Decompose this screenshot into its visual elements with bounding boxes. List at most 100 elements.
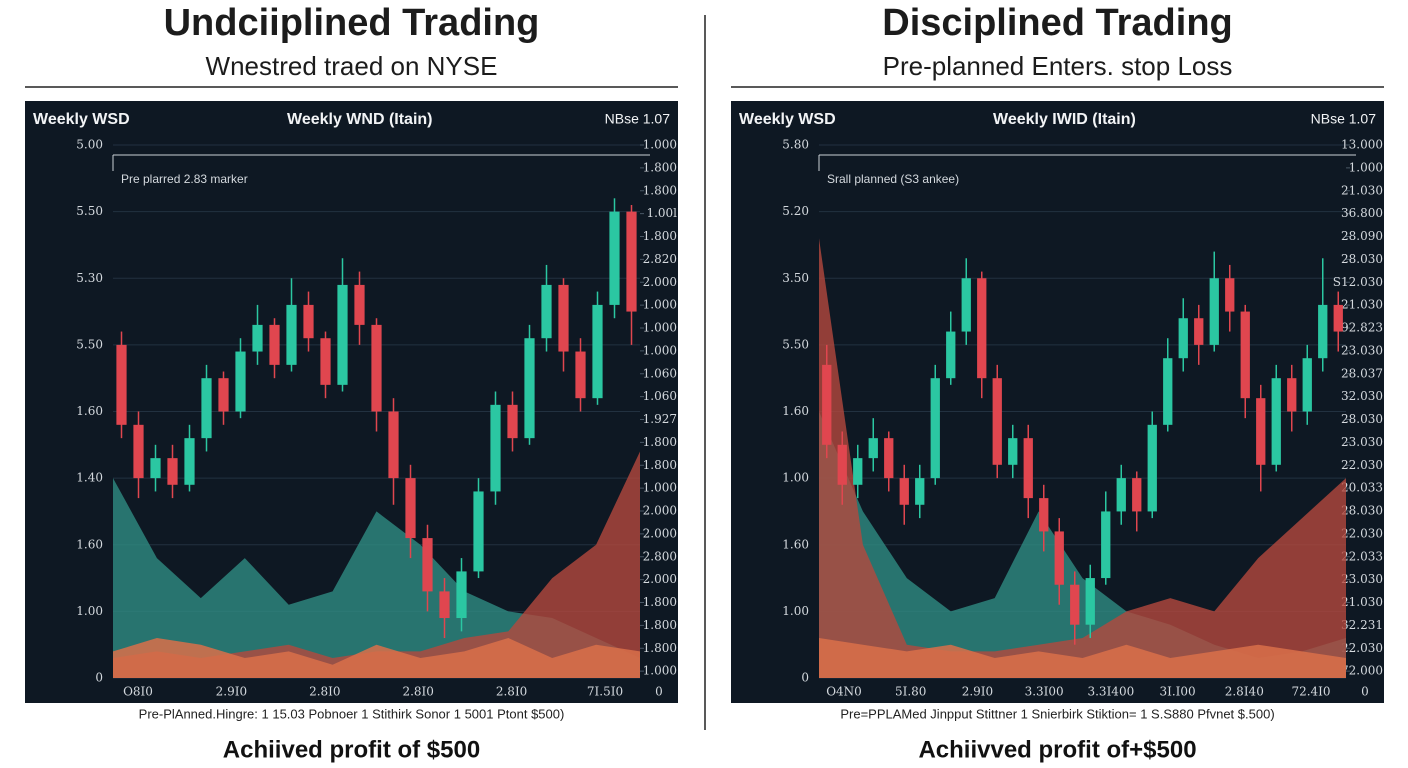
- y2-tick-label: 1.800: [643, 435, 677, 449]
- candle-body: [337, 284, 348, 385]
- y2-tick-label: 21.030: [1341, 595, 1383, 609]
- y2-tick-label: 1.800: [643, 183, 677, 197]
- y2-tick-label: 1.000: [643, 481, 677, 495]
- x-tick-label: 5I.80: [895, 685, 926, 699]
- candle-body: [884, 438, 894, 479]
- candle-body: [961, 278, 971, 332]
- y2-tick-label: 2.820: [643, 252, 677, 266]
- candle-body: [184, 438, 195, 485]
- y2-tick-label: 28.030: [1341, 504, 1383, 518]
- candle-body: [1070, 584, 1080, 625]
- y2-tick-label: 22.030: [1341, 526, 1383, 540]
- candle-body: [133, 424, 144, 479]
- y-tick-label: 5.80: [782, 138, 809, 152]
- candle-body: [235, 351, 246, 412]
- y2-tick-label: 2.000: [643, 572, 677, 586]
- y2-tick-label: 1.060: [643, 389, 677, 403]
- y2-tick-label: 1.000: [643, 321, 677, 335]
- area: [819, 238, 1346, 679]
- x-tick-label: 3.3I400: [1087, 685, 1134, 699]
- candle-body: [946, 331, 956, 379]
- y2-tick-label: 23.030: [1341, 572, 1383, 586]
- y2-tick-label: 1.000: [643, 343, 677, 357]
- candle-body: [899, 478, 909, 505]
- candle-body: [837, 444, 847, 485]
- candle-body: [930, 378, 940, 479]
- y2-tick-label: 23.030: [1341, 435, 1383, 449]
- y2-tick-label: 32.231: [1341, 618, 1383, 632]
- candle-body: [371, 324, 382, 412]
- candle-body: [977, 278, 987, 379]
- header-left: Weekly WSD: [739, 111, 836, 128]
- x-tick-label: O4N0: [826, 685, 862, 699]
- candle-body: [422, 538, 433, 592]
- candle-body: [1085, 578, 1095, 625]
- candle-body: [1178, 318, 1188, 359]
- candle-body: [320, 338, 331, 385]
- corner-label: 0: [1361, 685, 1369, 699]
- candle-body: [1333, 304, 1343, 332]
- y2-tick-label: 20.033: [1341, 481, 1383, 495]
- y2-tick-label: 2.000: [643, 504, 677, 518]
- candle-body: [269, 324, 280, 365]
- candle-body: [354, 284, 365, 325]
- y2-tick-label: 1.000: [643, 138, 677, 152]
- header-right: NBse 1.07: [1311, 111, 1377, 127]
- candle-body: [1209, 278, 1219, 345]
- panel-subtitle: Wnestred traed on NYSE: [206, 51, 498, 81]
- y2-tick-label: 22.030: [1341, 458, 1383, 472]
- x-tick-label: 2.9I0: [216, 685, 247, 699]
- y2-tick-label: S12.030: [1333, 275, 1383, 289]
- y2-tick-label: 2.800: [643, 549, 677, 563]
- annotation: Srall planned (S3 ankee): [827, 172, 959, 186]
- x-tick-label: O8I0: [123, 685, 153, 699]
- chart-panel: Weekly WSD Weekly IWID (Itain) NBse 1.07 0 1…: [731, 101, 1384, 703]
- candle-body: [286, 304, 297, 365]
- result: Achiivved profit of+$500: [918, 736, 1196, 763]
- result: Achiived profit of $500: [223, 736, 480, 763]
- y2-tick-label: 1.060: [643, 366, 677, 380]
- y2-tick-label: 22.033: [1341, 549, 1383, 563]
- candle-body: [1225, 278, 1235, 312]
- y2-tick-label: 1.800: [643, 618, 677, 632]
- y-tick-label: 1.60: [76, 537, 103, 551]
- candle-body: [992, 378, 1002, 465]
- y2-tick-label: 28.030: [1341, 252, 1383, 266]
- y2-tick-label: 1.00l: [646, 206, 677, 220]
- area: [819, 411, 1346, 678]
- candle-body: [822, 364, 832, 445]
- y-tick-label: 1.00: [76, 604, 103, 618]
- y2-tick-label: 21.030: [1341, 298, 1383, 312]
- x-tick-label: 2.8I0: [496, 685, 527, 699]
- candle-body: [1116, 478, 1126, 512]
- header-center: Weekly IWID (Itain): [993, 111, 1136, 128]
- candle-body: [1287, 378, 1297, 412]
- candle-body: [626, 211, 637, 312]
- candle-body: [1132, 478, 1142, 512]
- candle-body: [1302, 358, 1312, 412]
- candle-body: [252, 324, 263, 352]
- candle-body: [1163, 358, 1173, 425]
- y2-tick-label: 72.000: [1341, 664, 1383, 678]
- header-center: Weekly WND (Itain): [287, 111, 433, 128]
- candle-body: [1271, 378, 1281, 465]
- panel-title: Disciplined Trading: [882, 2, 1233, 44]
- y2-tick-label: 28.030: [1341, 412, 1383, 426]
- y-tick-label: 5.50: [76, 204, 103, 218]
- candle-body: [915, 478, 925, 505]
- candle-body: [201, 378, 212, 439]
- y2-tick-label: 13.000: [1341, 138, 1383, 152]
- y2-tick-label: 1.800: [643, 229, 677, 243]
- area: [113, 638, 640, 678]
- candle-body: [405, 478, 416, 539]
- x-tick-label: 3I.I00: [1159, 685, 1195, 699]
- x-tick-label: 2.8I0: [402, 685, 433, 699]
- x-tick-label: 72.4I0: [1291, 685, 1330, 699]
- candle-body: [303, 304, 314, 339]
- y2-tick-label: 32.030: [1341, 389, 1383, 403]
- candle-body: [473, 491, 484, 572]
- candle-body: [1318, 304, 1328, 359]
- candle-body: [167, 458, 178, 485]
- y-tick-label: 0: [95, 671, 103, 685]
